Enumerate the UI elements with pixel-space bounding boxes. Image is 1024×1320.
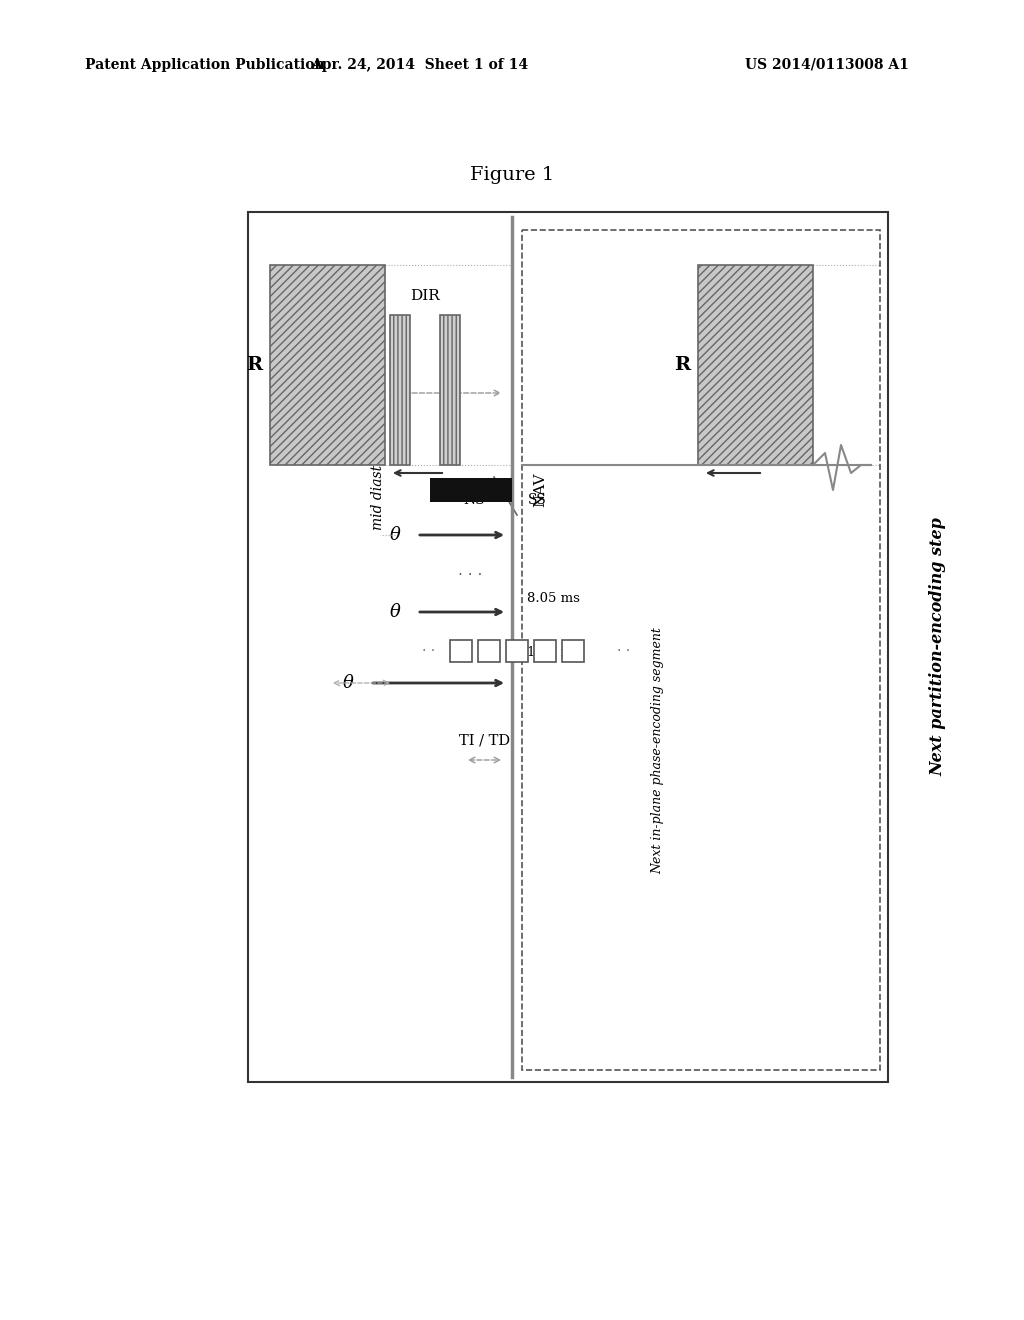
- Text: TI / TD: TI / TD: [459, 734, 510, 748]
- Bar: [450, 640, 472, 663]
- Bar: [248, 213, 888, 1082]
- Text: · ·: · ·: [617, 644, 630, 657]
- Text: 8.05 ms: 8.05 ms: [527, 591, 580, 605]
- Text: θ: θ: [343, 675, 353, 692]
- Bar: [522, 230, 880, 1071]
- Text: Apr. 24, 2014  Sheet 1 of 14: Apr. 24, 2014 Sheet 1 of 14: [311, 58, 528, 73]
- Text: mid diastole: mid diastole: [371, 444, 385, 529]
- Text: Next in-plane phase-encoding segment: Next in-plane phase-encoding segment: [651, 627, 665, 874]
- Bar: [698, 265, 813, 465]
- Text: · · ·: · · ·: [458, 568, 482, 582]
- Text: R: R: [246, 356, 262, 374]
- Text: DIR: DIR: [411, 289, 440, 304]
- Text: θ: θ: [389, 525, 400, 544]
- Text: R: R: [674, 356, 690, 374]
- Text: · ·: · ·: [422, 644, 435, 657]
- Bar: [506, 640, 528, 663]
- Bar: [430, 478, 512, 502]
- Bar: [478, 640, 500, 663]
- Text: SS: SS: [527, 492, 547, 507]
- Bar: [534, 640, 556, 663]
- Text: NAV: NAV: [534, 473, 547, 507]
- Text: Patent Application Publication: Patent Application Publication: [85, 58, 325, 73]
- Bar: [390, 315, 410, 465]
- Text: θ: θ: [389, 603, 400, 620]
- Text: Figure 1: Figure 1: [470, 166, 554, 183]
- Bar: [562, 640, 584, 663]
- Text: NS: NS: [463, 492, 484, 507]
- Bar: [440, 315, 460, 465]
- Text: Next partition-encoding step: Next partition-encoding step: [930, 517, 946, 776]
- Text: US 2014/0113008 A1: US 2014/0113008 A1: [745, 58, 909, 73]
- Text: 1.15 ms: 1.15 ms: [527, 645, 580, 659]
- Bar: [270, 265, 385, 465]
